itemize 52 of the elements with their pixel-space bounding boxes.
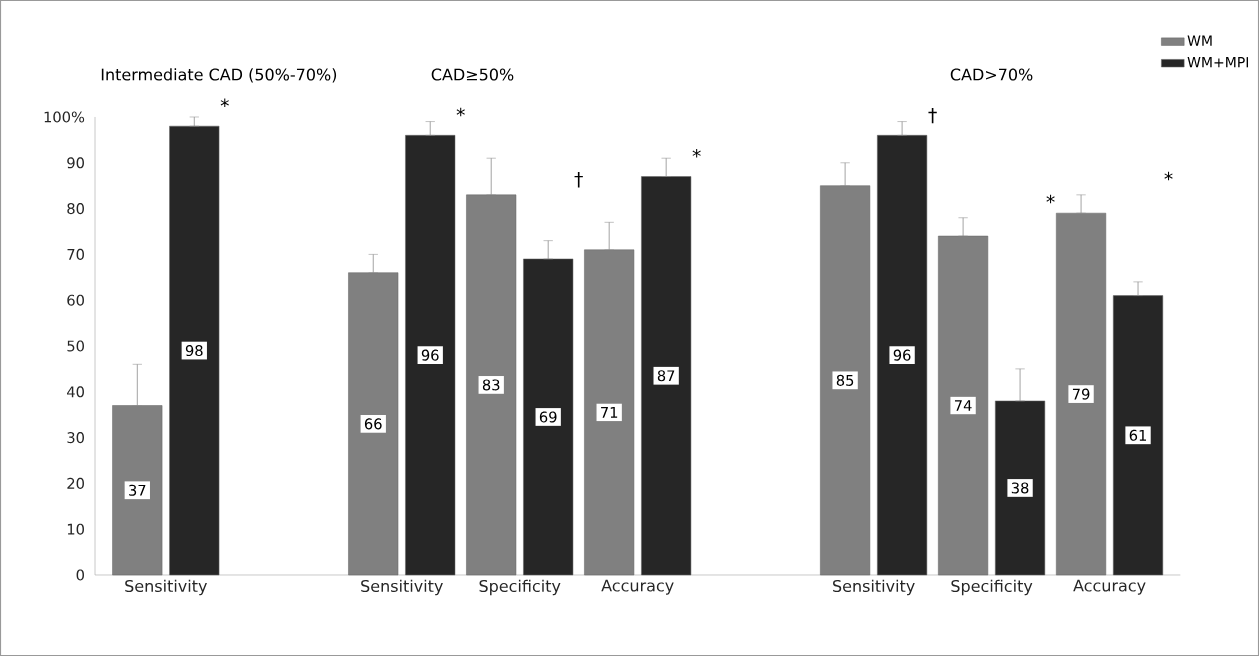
- bar: [523, 258, 574, 576]
- data-label: 98: [185, 345, 203, 357]
- x-tick-label: Accuracy: [1073, 579, 1146, 595]
- y-tick-label: 20: [67, 477, 84, 489]
- y-tick-label: 0: [76, 569, 84, 581]
- y-tick-label: 30: [67, 432, 84, 444]
- annotation: *: [1164, 171, 1173, 181]
- y-tick-label: 90: [67, 157, 84, 169]
- data-label: 37: [129, 484, 146, 496]
- x-tick-label: Specificity: [951, 579, 1033, 596]
- bar: [169, 125, 220, 576]
- text: *: [456, 107, 465, 117]
- data-label: 83: [482, 379, 500, 391]
- data-label: 87: [657, 370, 675, 382]
- legend-label: WM+MPI: [1187, 57, 1249, 68]
- data-label: 38: [1011, 482, 1029, 494]
- legend-label: WM: [1187, 35, 1212, 46]
- annotation: *: [692, 148, 701, 158]
- bar: [995, 400, 1046, 576]
- annotation: †: [928, 107, 937, 124]
- y-tick-label: 70: [67, 248, 84, 260]
- x-tick-label: Sensitivity: [125, 579, 207, 596]
- y-tick-label: 100%: [44, 111, 85, 123]
- data-label: 61: [1129, 429, 1147, 441]
- data-label: 96: [893, 349, 911, 361]
- bar: [1113, 295, 1164, 576]
- bar: [938, 235, 989, 576]
- data-label: 71: [601, 407, 618, 418]
- x-tick-label: Sensitivity: [833, 579, 915, 596]
- data-label: 79: [1072, 388, 1090, 400]
- x-tick-label: Accuracy: [601, 579, 674, 595]
- text: Intermediate CAD (50%-70%): [101, 68, 337, 83]
- y-tick-label: 40: [67, 386, 84, 398]
- text: *: [220, 98, 229, 108]
- text: CAD>70%: [950, 68, 1033, 81]
- x-tick-label: Sensitivity: [361, 579, 443, 596]
- data-label: 69: [539, 411, 557, 423]
- data-label: 96: [421, 349, 439, 361]
- annotation: †: [574, 172, 583, 188]
- data-label: 66: [364, 418, 382, 430]
- annotation: *: [1046, 194, 1055, 204]
- y-tick-label: 10: [67, 523, 84, 535]
- data-label: 85: [836, 374, 854, 386]
- y-tick-label: 60: [67, 294, 84, 306]
- data-label: 74: [954, 400, 972, 411]
- bar: [641, 176, 692, 576]
- bar: [877, 135, 928, 576]
- bar: [405, 135, 456, 576]
- y-tick-label: 50: [67, 340, 84, 352]
- y-tick-label: 80: [67, 203, 84, 215]
- text: CAD≥50%: [431, 68, 514, 81]
- x-tick-label: Specificity: [479, 579, 561, 596]
